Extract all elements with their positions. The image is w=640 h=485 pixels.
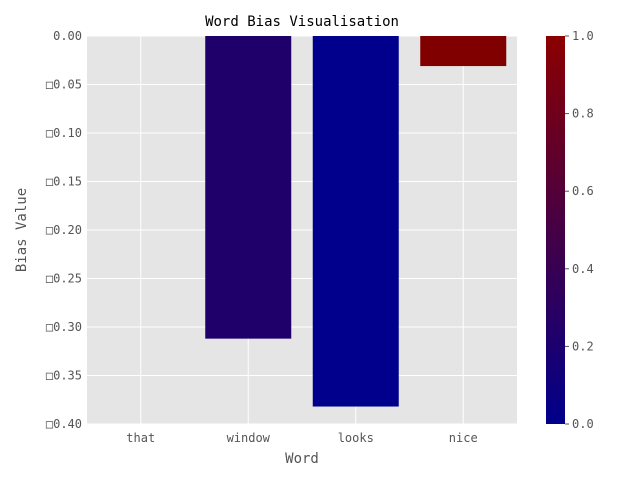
bar-looks: [312, 36, 399, 407]
x-axis-label: Word: [285, 451, 319, 467]
y-tick-4: □0.20: [46, 223, 82, 237]
colorbar-tick-3: 0.6: [572, 184, 594, 198]
y-tick-1: □0.05: [46, 78, 82, 92]
colorbar-tick-2: 0.4: [572, 262, 594, 276]
x-tick-labels: that window looks nice: [126, 431, 477, 445]
y-tick-8: □0.40: [46, 417, 82, 431]
y-tick-0: 0.00: [53, 29, 82, 43]
x-tick-looks: looks: [338, 431, 374, 445]
y-tick-3: □0.15: [46, 175, 82, 189]
bar-window: [205, 36, 292, 339]
x-tick-that: that: [126, 431, 155, 445]
y-tick-2: □0.10: [46, 126, 82, 140]
colorbar: [546, 36, 565, 424]
colorbar-tick-5: 1.0: [572, 29, 594, 43]
y-tick-5: □0.25: [46, 272, 82, 286]
x-tick-nice: nice: [449, 431, 478, 445]
y-axis-label: Bias Value: [14, 188, 30, 272]
y-tick-6: □0.30: [46, 320, 82, 334]
colorbar-tick-4: 0.8: [572, 107, 594, 121]
x-tick-window: window: [227, 431, 271, 445]
bar-nice: [420, 36, 507, 67]
colorbar-tick-1: 0.2: [572, 339, 594, 353]
colorbar-tick-0: 0.0: [572, 417, 594, 431]
chart-title: Word Bias Visualisation: [205, 14, 399, 30]
colorbar-tick-labels: 0.0 0.2 0.4 0.6 0.8 1.0: [565, 29, 594, 431]
bars: [205, 36, 507, 407]
y-tick-7: □0.35: [46, 369, 82, 383]
y-tick-labels: 0.00 □0.05 □0.10 □0.15 □0.20 □0.25 □0.30 □0.35 □…: [46, 29, 82, 431]
